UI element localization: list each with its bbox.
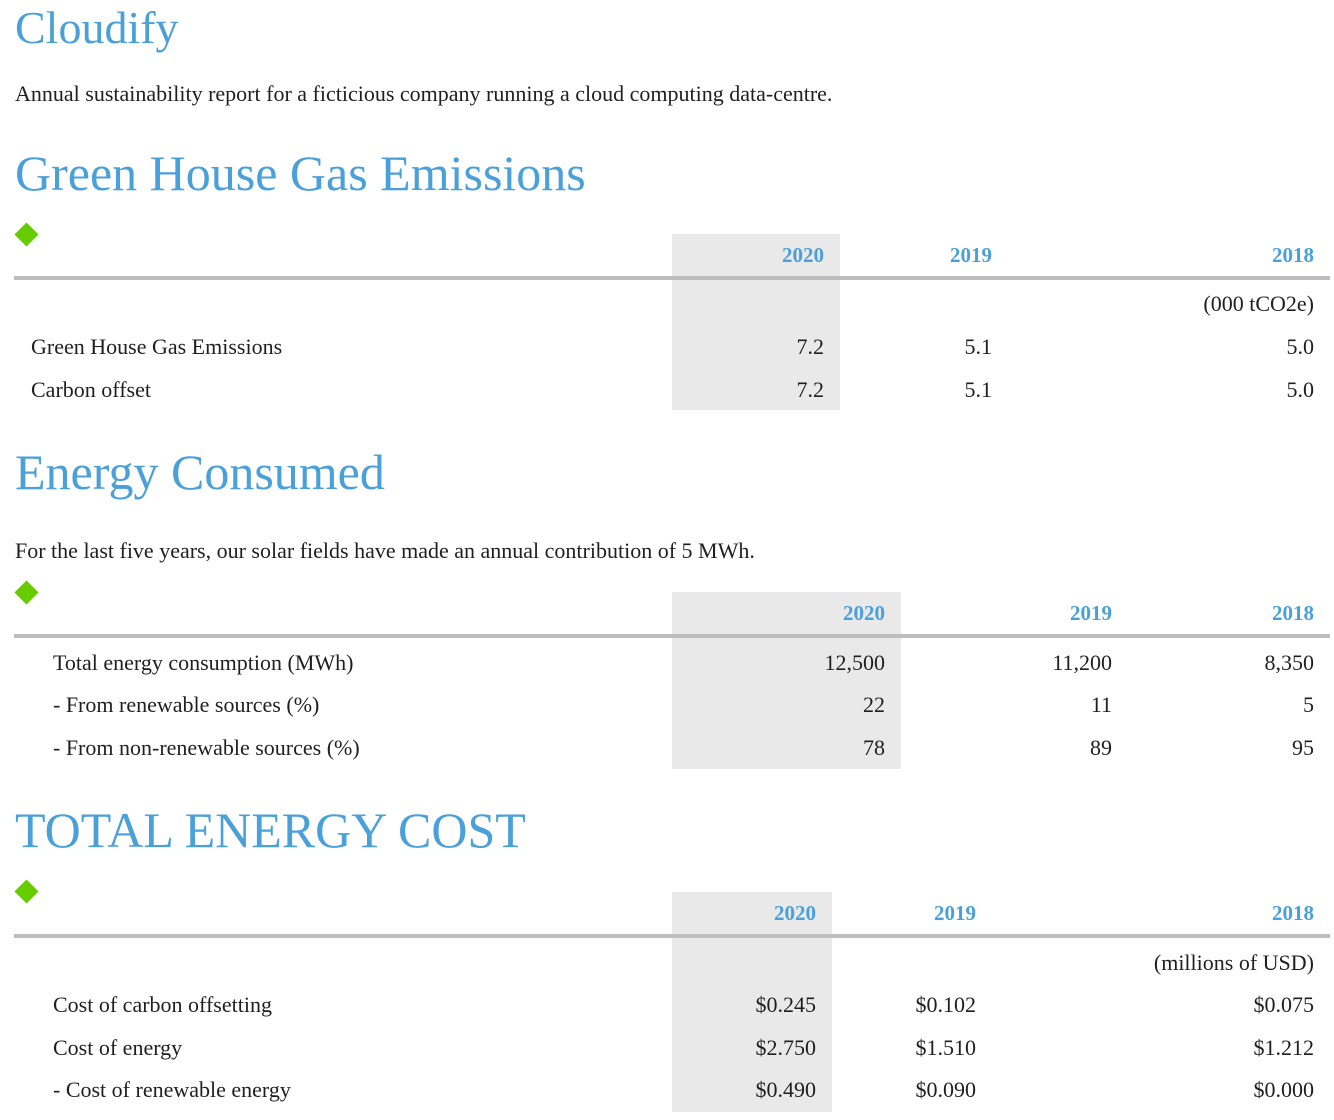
diamond-bullet-icon — [14, 580, 39, 605]
cost-header-rule — [14, 934, 1330, 938]
energy-section-title: Energy Consumed — [15, 444, 385, 500]
energy-year-2019: 2019 — [1070, 601, 1112, 625]
energy-cell: 89 — [1090, 735, 1112, 760]
cost-cell: $1.212 — [1253, 1035, 1315, 1060]
energy-current-year-highlight — [672, 592, 901, 769]
ghg-year-2020: 2020 — [782, 243, 824, 267]
cost-section-title: TOTAL ENERGY COST — [15, 802, 526, 858]
ghg-row-label: Green House Gas Emissions — [31, 334, 283, 359]
cost-cell: $0.490 — [755, 1077, 817, 1102]
energy-cell: 78 — [863, 735, 885, 760]
energy-cell: 11 — [1090, 692, 1112, 717]
ghg-unit: (000 tCO2e) — [1203, 291, 1314, 316]
energy-cell: 95 — [1292, 735, 1314, 760]
document-title: Cloudify — [15, 2, 179, 53]
cost-cell: $0.000 — [1253, 1077, 1315, 1102]
cost-cell: $0.075 — [1253, 992, 1315, 1017]
cost-row-label: Cost of carbon offsetting — [53, 992, 272, 1017]
energy-cell: 5 — [1303, 692, 1314, 717]
energy-cell: 8,350 — [1264, 650, 1315, 675]
ghg-year-2019: 2019 — [950, 243, 992, 267]
energy-cell: 11,200 — [1052, 650, 1112, 675]
ghg-current-year-highlight — [672, 234, 840, 410]
ghg-cell: 5.0 — [1286, 377, 1315, 402]
cost-cell: $1.510 — [915, 1035, 977, 1060]
ghg-year-2018: 2018 — [1272, 243, 1314, 267]
diamond-bullet-icon — [14, 222, 39, 247]
ghg-cell: 7.2 — [796, 334, 825, 359]
energy-row-label: - From renewable sources (%) — [53, 692, 320, 717]
cost-current-year-highlight — [672, 892, 832, 1112]
cost-year-2019: 2019 — [934, 901, 976, 925]
ghg-section-title: Green House Gas Emissions — [15, 145, 586, 201]
cost-unit: (millions of USD) — [1153, 950, 1314, 975]
energy-cell: 12,500 — [824, 650, 886, 675]
ghg-cell: 5.0 — [1286, 334, 1315, 359]
cost-year-2018: 2018 — [1272, 901, 1314, 925]
energy-cell: 22 — [863, 692, 885, 717]
ghg-row-label: Carbon offset — [31, 377, 151, 402]
cost-cell: $2.750 — [755, 1035, 817, 1060]
energy-header-rule — [14, 634, 1330, 638]
energy-note: For the last five years, our solar field… — [15, 538, 755, 563]
energy-row-label: Total energy consumption (MWh) — [53, 650, 354, 675]
energy-year-2018: 2018 — [1272, 601, 1314, 625]
cost-row-label: Cost of energy — [53, 1035, 183, 1060]
ghg-cell: 5.1 — [964, 377, 993, 402]
cost-cell: $0.090 — [915, 1077, 977, 1102]
cost-cell: $0.245 — [755, 992, 817, 1017]
energy-row-label: - From non-renewable sources (%) — [53, 735, 360, 760]
diamond-bullet-icon — [14, 879, 39, 904]
cost-year-2020: 2020 — [774, 901, 816, 925]
ghg-header-rule — [14, 276, 1330, 280]
document-subtitle: Annual sustainability report for a ficti… — [15, 81, 833, 106]
cost-cell: $0.102 — [915, 992, 977, 1017]
ghg-cell: 5.1 — [964, 334, 993, 359]
ghg-cell: 7.2 — [796, 377, 825, 402]
cost-row-label: - Cost of renewable energy — [53, 1077, 291, 1102]
energy-year-2020: 2020 — [843, 601, 885, 625]
